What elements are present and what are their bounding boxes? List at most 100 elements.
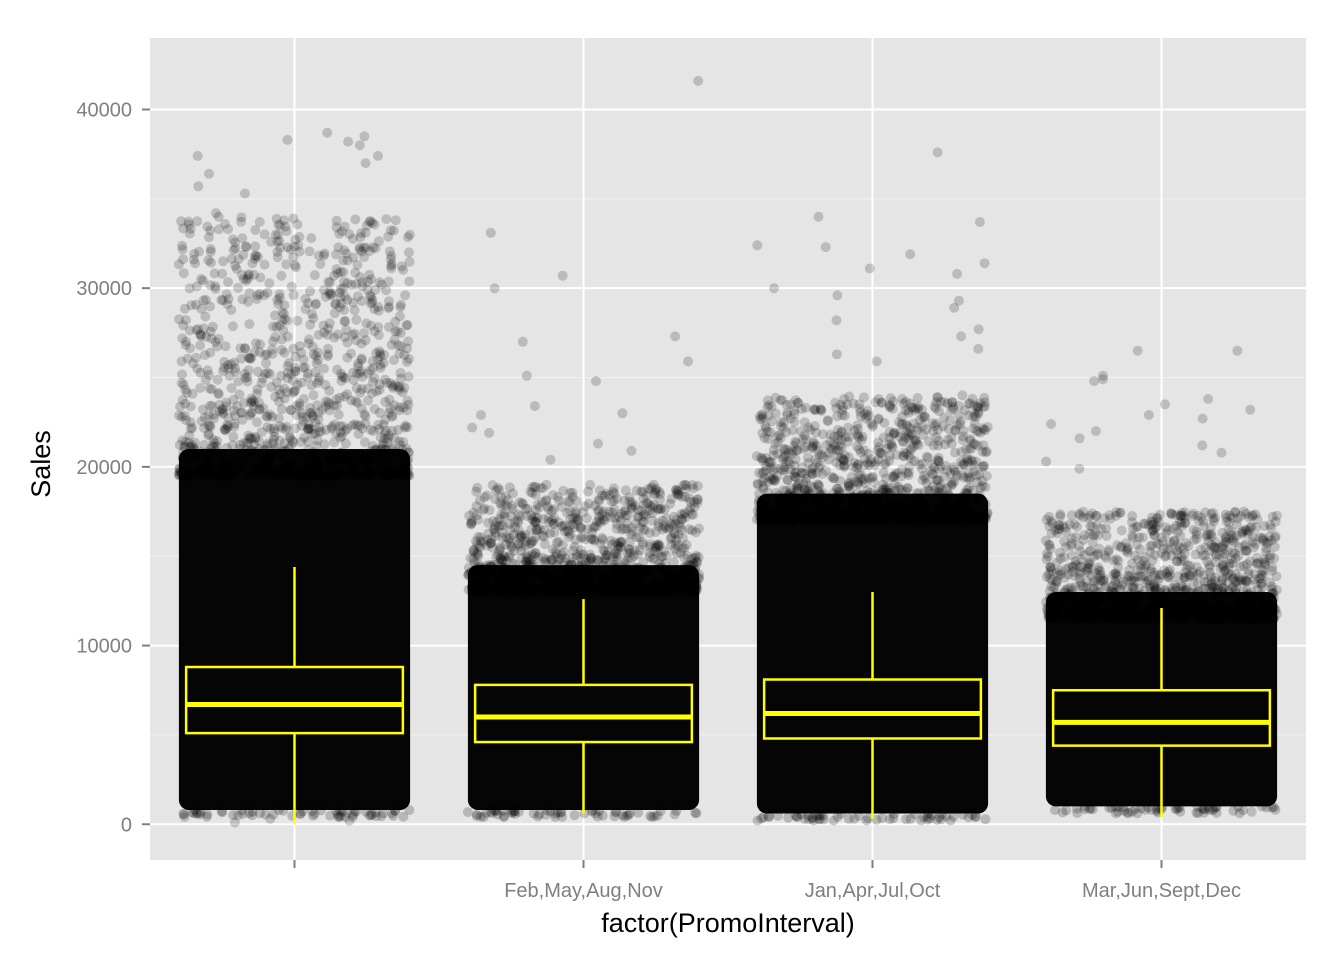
outlier-point [683,356,694,367]
data-point [335,805,346,816]
data-point [371,470,382,481]
data-point [569,810,580,821]
data-point [367,294,378,305]
data-point [908,511,919,522]
data-point [369,404,380,414]
data-point [196,416,207,427]
data-point [320,469,330,480]
data-point [878,432,889,443]
data-point [253,451,264,462]
data-point [1269,541,1280,552]
data-point [349,464,360,475]
data-point [178,469,189,480]
data-point [242,273,253,284]
data-point [285,244,296,255]
data-point [274,292,285,303]
data-point [216,469,227,480]
data-point [353,358,364,369]
data-point [298,362,309,373]
data-point [337,421,348,432]
data-point [404,256,415,267]
data-point [198,275,208,286]
data-point [259,350,270,361]
data-point [198,295,209,306]
data-point [244,433,255,444]
data-point [386,808,397,819]
data-point [1127,517,1137,528]
data-point [221,460,232,471]
data-point [218,407,229,418]
data-point [968,485,979,496]
data-point [381,214,392,225]
data-point [348,375,359,385]
data-point [243,430,254,441]
data-point [1129,572,1140,583]
data-point [290,423,300,434]
data-point [217,470,228,481]
data-point [399,382,410,393]
data-point [347,420,358,431]
data-point [174,468,185,479]
data-point [258,403,269,414]
data-point [208,409,219,420]
data-point [366,320,377,331]
data-point [807,515,817,526]
data-point [265,463,276,473]
data-point [355,387,366,398]
data-point [346,470,357,481]
data-point [365,450,376,461]
data-point [294,401,305,412]
data-point [334,228,345,239]
data-point [240,373,251,384]
outlier-point [1159,399,1170,410]
data-point [319,248,330,259]
data-point [221,401,232,412]
data-point [238,438,249,448]
data-point [283,443,294,454]
data-point [855,469,866,480]
data-point [350,214,361,225]
data-point [287,375,298,386]
data-point [336,431,347,442]
data-point [368,467,379,478]
data-point [303,298,313,309]
data-point [623,569,634,580]
data-point [187,445,197,456]
data-point [214,460,225,471]
data-point [361,242,372,253]
data-point [659,568,670,578]
data-point [204,383,215,394]
data-point [884,450,895,461]
outlier-point [247,258,258,269]
data-point [898,398,909,409]
data-point [302,436,313,447]
data-point [187,388,198,399]
data-point [980,482,991,493]
data-point [329,437,340,448]
data-point [266,381,277,392]
outlier-point [359,131,370,142]
data-point [361,458,372,469]
data-point [274,435,285,446]
data-point [353,361,364,372]
data-point [246,407,257,418]
data-point [387,380,398,391]
data-point [302,368,313,379]
data-point [254,216,265,227]
data-point [176,378,187,389]
outlier-point [467,422,478,433]
data-point [217,404,228,415]
data-point [191,455,202,466]
data-point [310,417,321,428]
data-point [323,323,334,334]
data-point [792,486,803,497]
data-point [897,436,908,447]
data-point [346,279,357,290]
data-point [1151,613,1161,624]
data-point [645,811,656,821]
data-point [1100,580,1111,591]
data-point [265,369,275,380]
data-point [353,428,364,439]
data-point [365,424,376,435]
data-point [184,283,195,294]
